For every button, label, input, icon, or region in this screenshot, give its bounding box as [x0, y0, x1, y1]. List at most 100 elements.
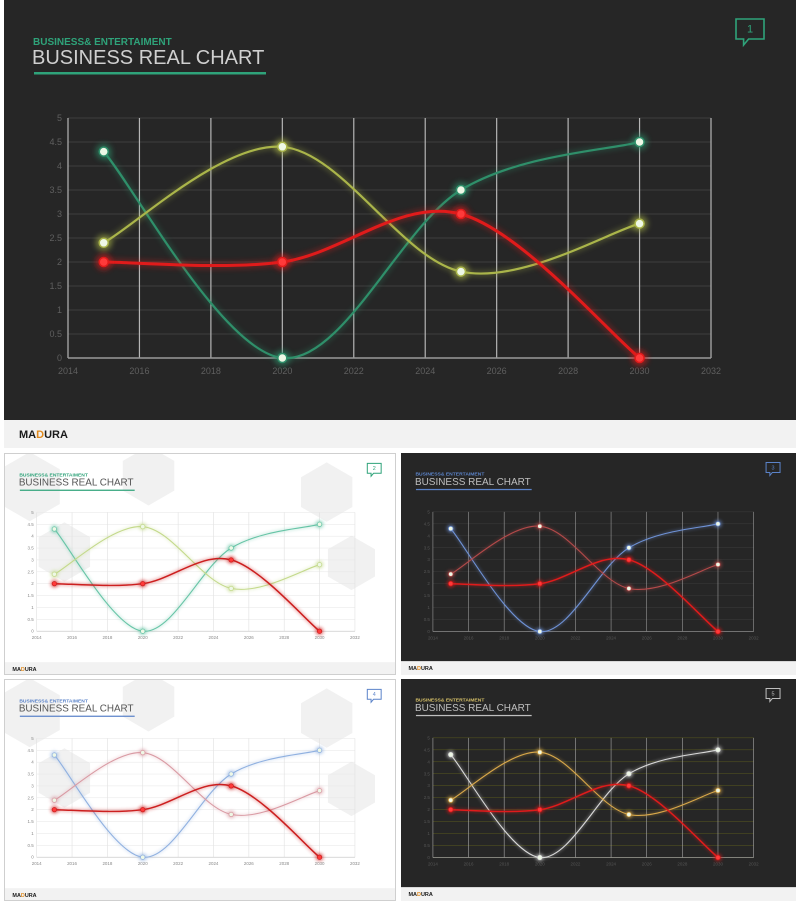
data-point — [715, 854, 721, 861]
series-line — [53, 523, 320, 632]
y-tick-label: 2 — [57, 257, 62, 267]
series-line-glow — [54, 556, 321, 633]
y-tick-label: 5 — [427, 735, 430, 740]
hexagon-decoration — [38, 748, 91, 808]
y-tick-label: 0 — [31, 629, 34, 634]
series-line — [450, 523, 719, 633]
y-tick-label: 2.5 — [424, 795, 431, 800]
y-tick-label: 3 — [427, 557, 430, 562]
slide-subtitle: BUSINESS& ENTERTAIMENT — [19, 472, 88, 478]
x-tick-label: 2018 — [201, 366, 221, 376]
x-tick-label: 2024 — [606, 862, 616, 867]
data-point — [626, 811, 632, 818]
data-point — [715, 747, 721, 753]
slide-title: BUSINESS REAL CHART — [415, 477, 531, 488]
y-tick-label: 0.5 — [49, 329, 62, 339]
footer-bar — [5, 888, 395, 900]
data-point — [634, 352, 645, 364]
x-tick-label: 2028 — [558, 366, 578, 376]
x-tick-label: 2020 — [138, 635, 148, 640]
series-line — [54, 526, 320, 590]
data-point — [634, 218, 645, 229]
footer-bar — [4, 420, 796, 448]
series-line — [54, 557, 321, 632]
x-tick-label: 2030 — [713, 862, 723, 867]
data-point — [51, 807, 57, 813]
y-tick-label: 3.5 — [424, 771, 431, 776]
data-point — [98, 146, 109, 157]
footer-bar — [401, 661, 796, 675]
x-tick-label: 2016 — [67, 861, 77, 866]
y-tick-label: 1.5 — [424, 593, 431, 598]
x-tick-label: 2016 — [464, 636, 474, 641]
y-tick-label: 5 — [57, 113, 62, 123]
hexagon-decoration — [301, 462, 353, 522]
thumbnail-slide-dark-blue[interactable]: BUSINESS& ENTERTAIMENT BUSINESS REAL CHAR… — [401, 453, 796, 675]
x-tick-label: 2030 — [713, 636, 723, 641]
x-tick-label: 2016 — [67, 635, 77, 640]
x-tick-label: 2028 — [279, 635, 289, 640]
y-tick-label: 4 — [31, 760, 34, 765]
y-tick-label: 4.5 — [28, 748, 35, 753]
x-tick-label: 2028 — [677, 862, 687, 867]
brand-logo: MADURA — [12, 667, 36, 673]
x-tick-label: 2022 — [344, 366, 364, 376]
data-point — [455, 266, 467, 277]
hexagon-decoration — [122, 680, 175, 732]
slide-title: BUSINESS REAL CHART — [415, 703, 531, 714]
y-tick-label: 1 — [31, 831, 34, 836]
thumbnail-slide-light-green[interactable]: BUSINESS& ENTERTAIMENT BUSINESS REAL CHAR… — [4, 453, 396, 675]
brand-logo: MADURA — [408, 892, 432, 898]
data-point — [715, 787, 721, 794]
data-point — [626, 771, 632, 777]
data-point — [98, 256, 109, 268]
footer-bar — [5, 662, 395, 674]
x-tick-label: 2026 — [642, 636, 652, 641]
series-line — [54, 783, 321, 858]
series-line — [450, 783, 719, 859]
title-underline — [19, 489, 135, 491]
comment-icon: 2 — [366, 462, 382, 478]
x-tick-label: 2028 — [677, 636, 687, 641]
data-point — [98, 237, 109, 249]
data-point — [448, 581, 454, 587]
slide-title: BUSINESS REAL CHART — [32, 47, 264, 69]
data-point — [51, 797, 57, 803]
data-point — [228, 557, 234, 563]
slide-subtitle: BUSINESS& ENTERTAIMENT — [415, 471, 484, 477]
hexagon-decoration — [327, 535, 375, 591]
title-underline — [415, 714, 532, 717]
comment-icon: 1 — [735, 18, 765, 48]
y-tick-label: 3.5 — [28, 546, 35, 551]
hexagon-decoration — [301, 688, 353, 748]
x-tick-label: 2018 — [499, 862, 509, 867]
y-tick-label: 3 — [427, 783, 430, 788]
data-point — [537, 854, 543, 861]
data-point — [140, 854, 146, 860]
data-point — [634, 136, 645, 148]
data-point — [228, 771, 234, 777]
data-point — [626, 545, 632, 551]
series-line — [450, 525, 719, 591]
y-tick-label: 1 — [427, 831, 430, 836]
data-point — [316, 747, 323, 753]
y-tick-label: 0 — [57, 353, 62, 363]
x-tick-label: 2014 — [32, 635, 42, 640]
data-point — [316, 562, 323, 568]
y-tick-label: 0.5 — [424, 617, 431, 622]
data-point — [140, 581, 146, 587]
y-tick-label: 5 — [31, 736, 34, 741]
slide-title: BUSINESS REAL CHART — [19, 704, 134, 715]
thumbnail-slide-light-blue[interactable]: BUSINESS& ENTERTAIMENT BUSINESS REAL CHAR… — [4, 679, 396, 901]
brand-logo: MADURA — [12, 893, 36, 899]
data-point — [51, 581, 57, 587]
data-point — [455, 208, 467, 220]
y-tick-label: 1 — [427, 605, 430, 610]
y-tick-label: 1 — [31, 605, 34, 610]
x-tick-label: 2022 — [570, 862, 580, 867]
thumbnail-slide-dark-gold[interactable]: BUSINESS& ENTERTAIMENT BUSINESS REAL CHAR… — [401, 679, 796, 901]
y-tick-label: 3.5 — [424, 545, 431, 550]
y-tick-label: 1.5 — [28, 593, 35, 598]
y-tick-label: 3.5 — [28, 772, 35, 777]
